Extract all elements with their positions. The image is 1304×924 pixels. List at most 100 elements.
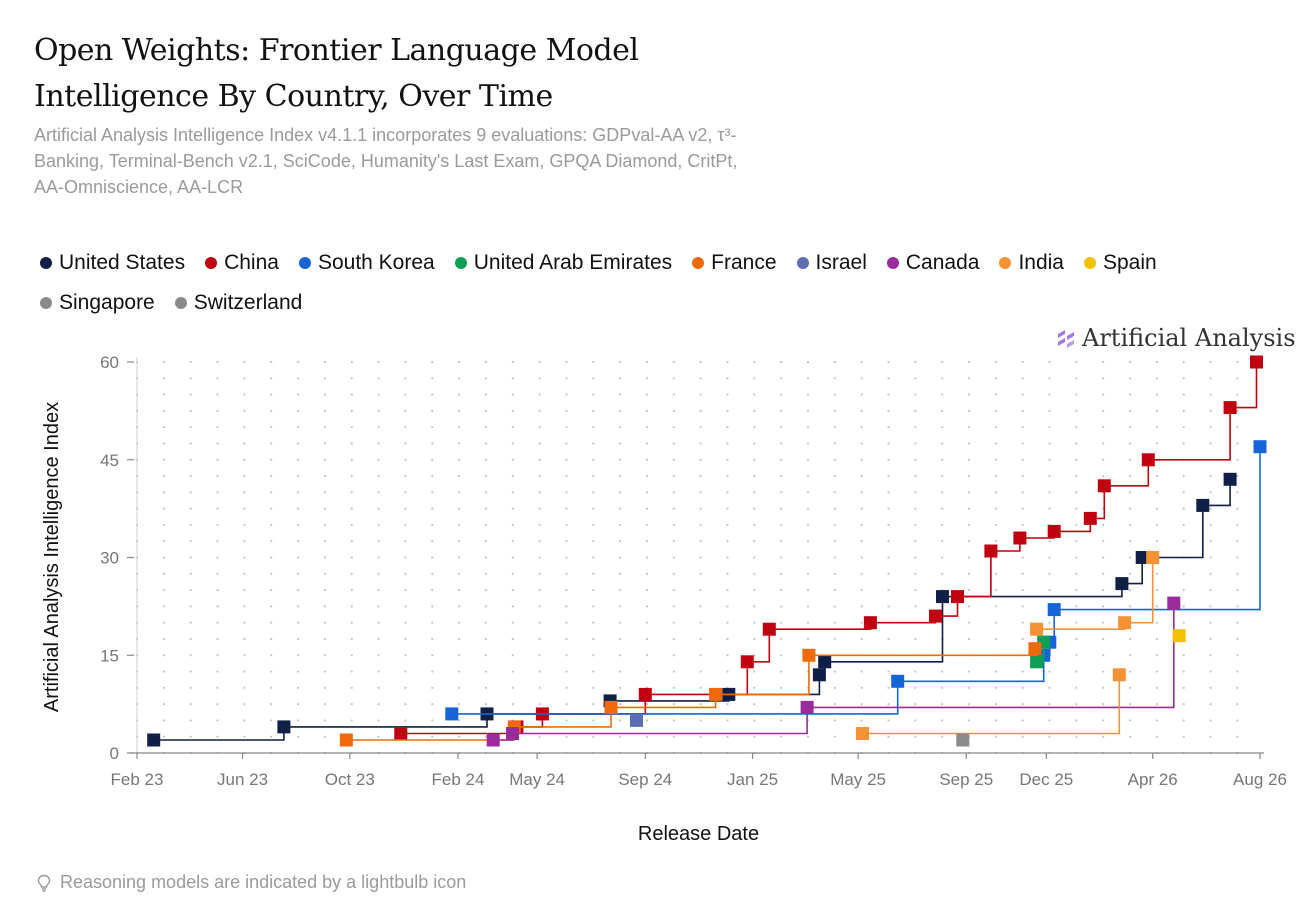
data-point-united-states bbox=[1135, 551, 1149, 564]
series-line-canada bbox=[493, 603, 1175, 741]
legend-label: France bbox=[711, 251, 777, 274]
footnote-text: Reasoning models are indicated by a ligh… bbox=[60, 872, 467, 892]
legend-item-united-arab-emirates[interactable]: United Arab Emirates bbox=[454, 250, 673, 276]
series-line-china bbox=[400, 362, 1258, 735]
legend-label: Canada bbox=[905, 251, 980, 274]
data-point-india bbox=[856, 727, 869, 740]
legend-label: United Arab Emirates bbox=[473, 251, 673, 274]
x-tick-label: Dec 25 bbox=[1019, 770, 1073, 789]
data-point-india bbox=[1030, 622, 1044, 636]
legend-swatch bbox=[40, 257, 52, 269]
y-tick-label: 15 bbox=[100, 646, 119, 665]
legend-swatch bbox=[796, 257, 809, 269]
data-point-united-states bbox=[147, 733, 161, 747]
data-point-china bbox=[1083, 511, 1097, 525]
lightbulb-icon bbox=[37, 874, 51, 892]
legend-label: Switzerland bbox=[193, 291, 303, 314]
data-point-china bbox=[1047, 524, 1061, 538]
data-point-france bbox=[802, 648, 816, 662]
x-tick-label: May 25 bbox=[830, 770, 886, 789]
brand-logo: Artificial Analysis bbox=[1056, 324, 1296, 352]
data-point-canada bbox=[800, 700, 814, 714]
data-point-south-korea bbox=[445, 707, 459, 721]
legend-item-france[interactable]: France bbox=[692, 250, 777, 276]
data-point-china bbox=[740, 655, 754, 669]
y-tick-label: 60 bbox=[100, 353, 119, 372]
legend-item-south-korea[interactable]: South Korea bbox=[298, 250, 435, 276]
legend-swatch bbox=[454, 257, 467, 269]
legend-swatch bbox=[1083, 257, 1096, 269]
data-point-france bbox=[709, 687, 723, 701]
data-point-china bbox=[638, 687, 652, 701]
brand-name: Artificial Analysis bbox=[1082, 324, 1296, 352]
y-tick-label: 0 bbox=[110, 744, 119, 763]
data-point-india bbox=[1146, 551, 1160, 564]
legend-item-israel[interactable]: Israel bbox=[796, 250, 867, 276]
data-point-china bbox=[1013, 531, 1027, 545]
data-point-india bbox=[1112, 668, 1126, 682]
y-axis-label: Artificial Analysis Intelligence Index bbox=[41, 402, 63, 712]
legend-swatch bbox=[205, 257, 218, 269]
data-point-israel bbox=[630, 713, 643, 727]
x-tick-label: Sep 25 bbox=[939, 770, 993, 789]
series-line-south-korea bbox=[451, 446, 1261, 715]
data-point-united-states bbox=[936, 590, 949, 604]
data-point-china bbox=[1223, 401, 1237, 415]
data-point-france bbox=[604, 700, 618, 714]
y-tick-label: 30 bbox=[100, 549, 119, 568]
legend-label: Israel bbox=[815, 251, 867, 274]
data-point-united-states bbox=[812, 668, 826, 682]
x-tick-label: Feb 24 bbox=[432, 770, 485, 789]
legend-label: China bbox=[224, 251, 279, 274]
data-point-canada bbox=[486, 733, 500, 747]
footnote: Reasoning models are indicated by a ligh… bbox=[36, 872, 466, 893]
legend-item-china[interactable]: China bbox=[205, 250, 279, 276]
x-tick-label: Feb 23 bbox=[111, 770, 164, 789]
x-tick-label: Jun 23 bbox=[217, 770, 268, 789]
artificial-analysis-logo-icon bbox=[1058, 330, 1074, 348]
data-point-south-korea bbox=[891, 674, 905, 688]
legend-swatch bbox=[40, 297, 52, 309]
data-point-united-states bbox=[1223, 472, 1237, 486]
chart-title: Open Weights: Frontier Language Model In… bbox=[34, 33, 639, 114]
data-point-united-states bbox=[1115, 577, 1129, 591]
legend-label: Singapore bbox=[59, 291, 155, 314]
x-tick-label: May 24 bbox=[509, 770, 565, 789]
legend-item-spain[interactable]: Spain bbox=[1083, 250, 1157, 276]
y-tick-label: 45 bbox=[100, 451, 119, 470]
data-point-china bbox=[951, 590, 964, 604]
legend-item-switzerland[interactable]: Switzerland bbox=[174, 290, 303, 316]
legend-swatch bbox=[692, 257, 705, 269]
data-point-south-korea bbox=[1253, 440, 1267, 454]
data-point-china bbox=[1141, 453, 1155, 467]
data-point-south-korea bbox=[1047, 603, 1061, 617]
data-point-united-states bbox=[818, 655, 832, 669]
x-tick-label: Jan 25 bbox=[727, 770, 778, 789]
data-point-china bbox=[762, 622, 776, 636]
legend-swatch bbox=[174, 297, 187, 309]
legend-label: Spain bbox=[1102, 251, 1157, 274]
legend-item-canada[interactable]: Canada bbox=[886, 250, 980, 276]
data-point-united-states bbox=[1196, 498, 1210, 512]
data-point-canada bbox=[506, 727, 519, 740]
legend-item-singapore[interactable]: Singapore bbox=[40, 290, 155, 316]
data-point-spain bbox=[1172, 629, 1186, 643]
data-point-china bbox=[394, 727, 408, 740]
x-tick-label: Aug 26 bbox=[1233, 770, 1287, 789]
x-axis-label: Release Date bbox=[638, 823, 759, 845]
data-point-canada bbox=[1167, 596, 1181, 610]
data-point-china bbox=[863, 616, 877, 630]
x-tick-label: Apr 26 bbox=[1128, 770, 1178, 789]
data-point-china bbox=[1097, 479, 1111, 493]
legend-item-india[interactable]: India bbox=[999, 250, 1064, 276]
legend-item-united-states[interactable]: United States bbox=[40, 250, 185, 276]
legend-swatch bbox=[886, 257, 899, 269]
data-point-france bbox=[1028, 642, 1042, 656]
legend-swatch bbox=[999, 257, 1012, 269]
x-tick-label: Oct 23 bbox=[325, 770, 375, 789]
chart-legend: United States China South Korea United Arab… bbox=[40, 250, 1280, 316]
legend-label: United States bbox=[59, 251, 186, 274]
data-point-india bbox=[1118, 616, 1132, 630]
data-point-singapore bbox=[956, 733, 970, 747]
